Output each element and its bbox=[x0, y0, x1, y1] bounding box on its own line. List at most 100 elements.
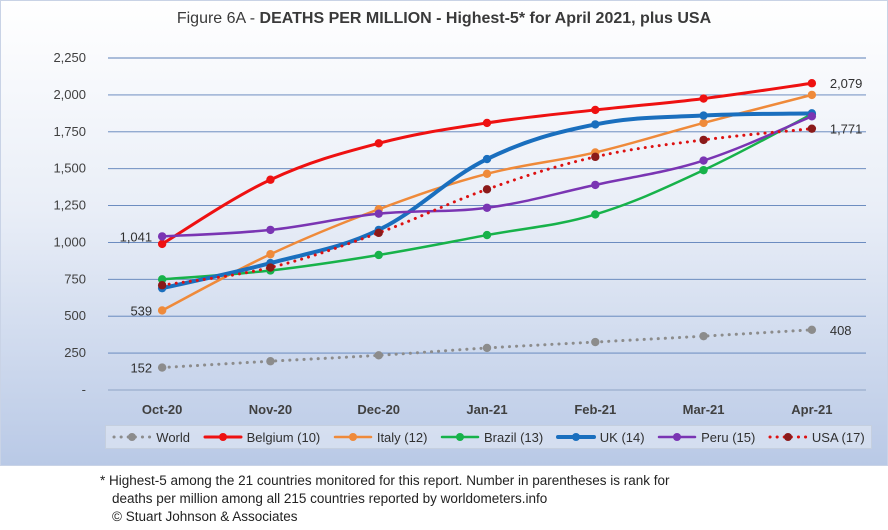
data-point bbox=[266, 263, 275, 272]
x-tick-label: Oct-20 bbox=[142, 402, 182, 417]
legend-item-world: World bbox=[112, 430, 190, 445]
y-tick-label: 1,250 bbox=[53, 198, 86, 213]
legend-label: Belgium (10) bbox=[246, 429, 321, 445]
legend-swatch bbox=[768, 433, 808, 441]
x-axis-ticks: Oct-20 Nov-20 Dec-20 Jan-21 Feb-21 Mar-21 Apr-… bbox=[142, 402, 833, 417]
y-tick-label: 2,000 bbox=[53, 87, 86, 102]
data-label: 2,079 bbox=[830, 76, 863, 91]
data-point bbox=[157, 232, 167, 241]
data-point bbox=[157, 363, 167, 372]
series-peru-15 bbox=[157, 112, 817, 241]
data-point bbox=[807, 90, 817, 100]
chart-title-bold: DEATHS PER MILLION - Highest-5* for Apri… bbox=[259, 10, 712, 27]
data-point bbox=[157, 275, 167, 284]
legend-swatch bbox=[333, 433, 373, 441]
series-line-italy-12 bbox=[160, 93, 814, 312]
data-point bbox=[157, 239, 167, 249]
legend-swatch bbox=[555, 433, 596, 441]
x-tick-label: Apr-21 bbox=[791, 402, 832, 417]
y-tick-label: 1,750 bbox=[53, 124, 86, 139]
data-label: 408 bbox=[830, 323, 852, 338]
data-point bbox=[699, 165, 708, 175]
data-point bbox=[699, 156, 708, 165]
data-label: 539 bbox=[130, 303, 152, 318]
legend-item-belgium-10: Belgium (10) bbox=[203, 429, 321, 445]
data-point bbox=[482, 343, 492, 353]
legend-label: UK (14) bbox=[599, 429, 645, 445]
data-point bbox=[374, 139, 383, 148]
data-point bbox=[591, 120, 600, 129]
legend: World Belgium (10) Italy (12) Brazil (13) UK… bbox=[105, 425, 872, 449]
data-label: 152 bbox=[130, 361, 152, 376]
gridlines bbox=[108, 57, 866, 391]
series-usa-17 bbox=[157, 124, 817, 290]
y-tick-label: 500 bbox=[64, 308, 86, 323]
data-point bbox=[266, 175, 275, 184]
series-uk-14 bbox=[157, 109, 817, 293]
data-point bbox=[374, 209, 383, 218]
series-lines bbox=[157, 79, 817, 372]
chart-title-prefix: Figure 6A - bbox=[176, 10, 260, 27]
y-axis-ticks: - 250 500 750 1,000 1,250 1,500 1,750 2,000 2,250 bbox=[53, 50, 86, 397]
data-point bbox=[266, 250, 275, 259]
x-tick-label: Feb-21 bbox=[574, 402, 616, 417]
data-point bbox=[591, 210, 600, 219]
legend-item-uk-14: UK (14) bbox=[555, 429, 645, 445]
data-point bbox=[591, 152, 600, 162]
legend-swatch bbox=[657, 433, 697, 441]
data-point bbox=[482, 118, 492, 128]
data-point bbox=[482, 169, 492, 179]
data-point bbox=[699, 331, 708, 341]
legend-item-italy-12: Italy (12) bbox=[333, 430, 427, 445]
legend-label: World bbox=[156, 429, 190, 445]
y-tick-label: 750 bbox=[64, 271, 86, 286]
x-tick-label: Dec-20 bbox=[357, 402, 400, 417]
data-point bbox=[807, 124, 817, 133]
legend-label: Peru (15) bbox=[701, 429, 756, 445]
data-point bbox=[157, 306, 167, 315]
legend-swatch bbox=[203, 433, 243, 441]
legend-swatch bbox=[112, 433, 152, 441]
series-belgium-10 bbox=[157, 79, 817, 249]
legend-label: USA (17) bbox=[811, 429, 865, 445]
footnote-line-2: deaths per million among all 215 countri… bbox=[112, 491, 548, 506]
data-point bbox=[807, 79, 817, 88]
data-point bbox=[699, 94, 708, 103]
data-point bbox=[482, 203, 492, 212]
x-tick-label: Mar-21 bbox=[683, 402, 725, 417]
data-point bbox=[482, 185, 492, 194]
y-tick-label: 1,500 bbox=[53, 161, 86, 176]
data-point bbox=[266, 225, 275, 235]
data-label: 1,041 bbox=[120, 229, 153, 244]
data-point bbox=[374, 351, 383, 360]
data-point bbox=[157, 281, 167, 290]
y-tick-label: 1,000 bbox=[53, 234, 86, 249]
data-labels: 152 408 539 1,041 2,079 1,771 bbox=[120, 76, 863, 375]
legend-swatch bbox=[440, 433, 480, 441]
series-line-belgium-10 bbox=[160, 81, 814, 246]
data-point bbox=[374, 250, 383, 260]
data-label: 1,771 bbox=[830, 122, 863, 137]
line-chart: - 250 500 750 1,000 1,250 1,500 1,750 2,000 2,250… bbox=[53, 50, 866, 417]
data-point bbox=[591, 337, 600, 347]
x-tick-label: Jan-21 bbox=[466, 402, 507, 417]
y-tick-label: 250 bbox=[64, 345, 86, 360]
y-tick-label: 2,250 bbox=[53, 50, 86, 65]
x-tick-label: Nov-20 bbox=[249, 402, 292, 417]
y-tick-label: - bbox=[82, 382, 86, 397]
data-point bbox=[266, 357, 275, 366]
data-point bbox=[699, 135, 708, 145]
data-point bbox=[699, 111, 708, 120]
data-point bbox=[699, 118, 708, 128]
legend-item-usa-17: USA (17) bbox=[768, 430, 865, 445]
legend-label: Brazil (13) bbox=[483, 429, 544, 445]
data-point bbox=[482, 154, 492, 164]
series-world bbox=[157, 325, 817, 372]
data-point bbox=[807, 112, 817, 121]
data-point bbox=[807, 325, 817, 334]
data-point bbox=[591, 180, 600, 190]
legend-item-brazil-13: Brazil (13) bbox=[440, 430, 543, 445]
data-point bbox=[591, 105, 600, 115]
data-point bbox=[482, 230, 492, 240]
footnote: * Highest-5 among the 21 countries monit… bbox=[100, 472, 860, 526]
